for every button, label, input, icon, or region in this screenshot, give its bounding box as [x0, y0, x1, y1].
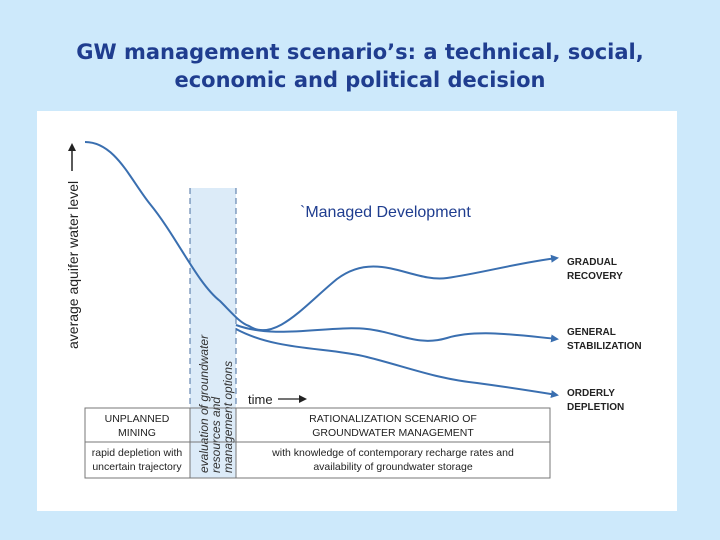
general-stabilization-curve [235, 324, 559, 343]
diagram-panel: evaluation of groundwater resources and … [37, 111, 677, 511]
unplanned-mining-header-line-1: UNPLANNED [105, 413, 170, 425]
evaluation-band-label-line-3: management options [221, 361, 235, 473]
general-stabilization-label-line-2: STABILIZATION [567, 341, 642, 352]
managed-development-annotation: `Managed Development [300, 204, 471, 221]
time-label: time [248, 392, 273, 407]
rationalization-desc-line-2: availability of groundwater storage [313, 461, 473, 473]
slide-title: GW management scenario’s: a technical, s… [0, 38, 720, 94]
gradual-recovery-label-line-1: GRADUAL [567, 257, 617, 268]
gradual-recovery-curve [84, 141, 559, 332]
scenario-diagram: evaluation of groundwater resources and … [65, 141, 642, 479]
slide-title-line-2: economic and political decision [174, 68, 546, 92]
orderly-depletion-curve [235, 328, 559, 399]
unplanned-mining-desc-line-2: uncertain trajectory [92, 461, 182, 473]
rationalization-header-line-1: RATIONALIZATION SCENARIO OF [309, 413, 477, 425]
slide-title-line-1: GW management scenario’s: a technical, s… [76, 40, 644, 64]
general-stabilization-label-line-1: GENERAL [567, 327, 616, 338]
scenario-table: UNPLANNED MINING rapid depletion with un… [84, 407, 551, 479]
evaluation-band-label-line-1: evaluation of groundwater [197, 334, 211, 473]
unplanned-mining-desc-line-1: rapid depletion with [92, 447, 183, 459]
unplanned-mining-header-line-2: MINING [118, 427, 156, 439]
orderly-depletion-label-line-1: ORDERLY [567, 388, 615, 399]
rationalization-desc-line-1: with knowledge of contemporary recharge … [271, 447, 514, 459]
gradual-recovery-label-line-2: RECOVERY [567, 271, 623, 282]
evaluation-band-label-line-2: resources and [209, 397, 223, 473]
evaluation-band [190, 188, 236, 478]
orderly-depletion-label-line-2: DEPLETION [567, 402, 624, 413]
y-axis-label: average aquifer water level [65, 181, 81, 349]
rationalization-header-line-2: GROUNDWATER MANAGEMENT [312, 427, 474, 439]
table-outline [84, 407, 551, 479]
